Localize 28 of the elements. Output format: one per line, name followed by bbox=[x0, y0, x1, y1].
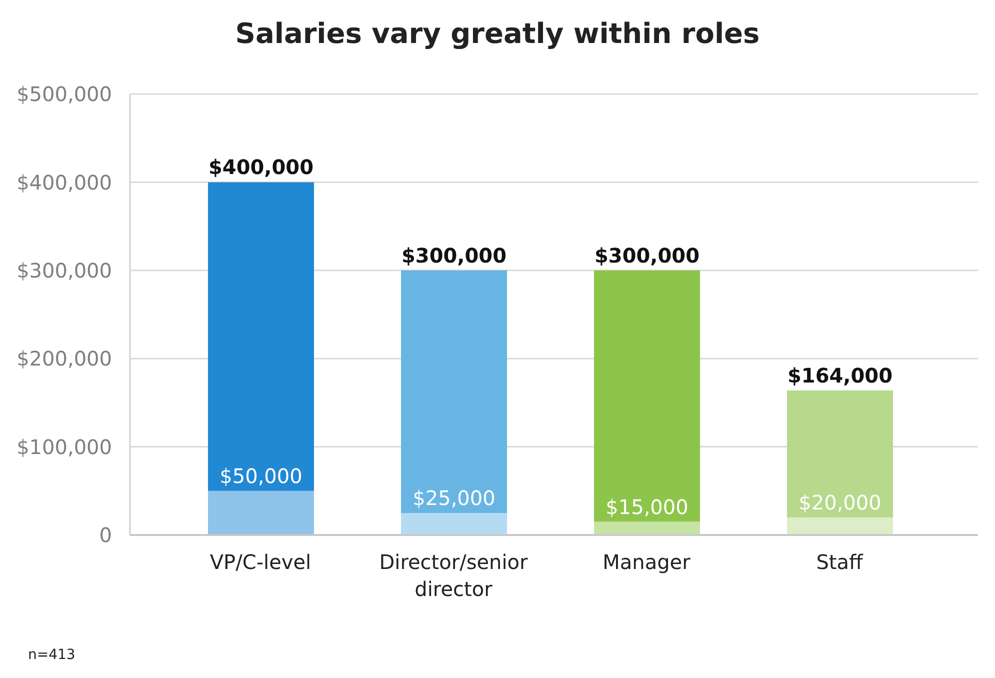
y-tick-label: $200,000 bbox=[16, 346, 112, 371]
x-tick-label: Director/senior director bbox=[379, 550, 529, 601]
total-label: $300,000 bbox=[401, 243, 507, 268]
total-label: $300,000 bbox=[594, 243, 700, 268]
bar bbox=[787, 517, 893, 535]
total-label: $164,000 bbox=[787, 363, 893, 388]
bar bbox=[401, 512, 507, 535]
data-label: $50,000 bbox=[220, 464, 302, 488]
text: n=413 bbox=[28, 646, 76, 664]
data-label: $20,000 bbox=[798, 490, 882, 514]
data-label: $15,000 bbox=[606, 494, 688, 519]
y-tick-label: 0 bbox=[99, 523, 112, 548]
x-tick-label: Manager bbox=[602, 550, 692, 574]
bar bbox=[208, 490, 314, 535]
x-tick-label: Staff bbox=[816, 550, 864, 574]
x-tick-label: VP/C-level bbox=[210, 550, 312, 574]
bar bbox=[594, 522, 700, 535]
bar bbox=[594, 270, 700, 522]
bar bbox=[401, 270, 507, 513]
total-label: $400,000 bbox=[208, 155, 314, 180]
bar bbox=[208, 182, 314, 491]
y-tick-label: $300,000 bbox=[16, 258, 112, 282]
y-tick-label: $500,000 bbox=[16, 82, 112, 106]
bar bbox=[787, 390, 893, 518]
chart-title: Salaries vary greatly within roles bbox=[234, 16, 761, 52]
data-label: $25,000 bbox=[412, 486, 496, 510]
y-tick-label: $400,000 bbox=[16, 170, 112, 194]
y-tick-label: $100,000 bbox=[16, 434, 112, 459]
